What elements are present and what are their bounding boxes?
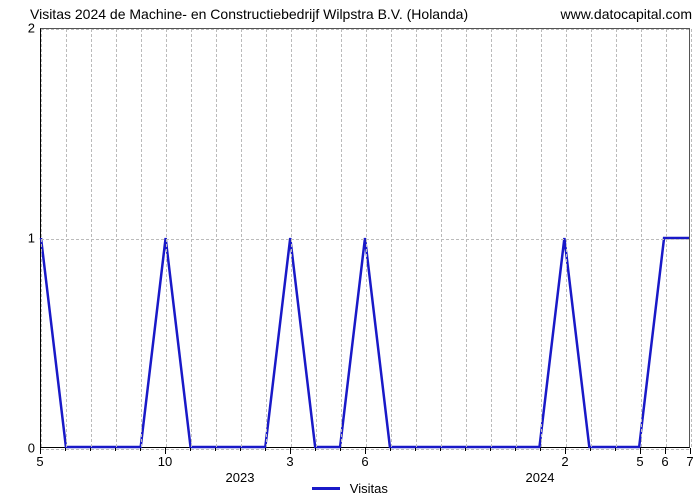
y-tick-label: 2 bbox=[10, 21, 35, 36]
legend-label: Visitas bbox=[350, 481, 388, 496]
y-tick-label: 0 bbox=[10, 441, 35, 456]
x-tick-label: 2 bbox=[561, 454, 568, 469]
y-tick-label: 1 bbox=[10, 231, 35, 246]
chart-container: Visitas 2024 de Machine- en Constructieb… bbox=[0, 0, 700, 500]
x-tick-label: 7 bbox=[686, 454, 693, 469]
x-tick-label: 6 bbox=[661, 454, 668, 469]
legend-swatch bbox=[312, 487, 340, 490]
x-tick-label: 10 bbox=[158, 454, 172, 469]
chart-title-right: www.datocapital.com bbox=[560, 6, 692, 22]
legend: Visitas bbox=[0, 480, 700, 496]
x-tick-label: 5 bbox=[636, 454, 643, 469]
x-tick-label: 6 bbox=[361, 454, 368, 469]
x-tick-label: 3 bbox=[286, 454, 293, 469]
chart-title-left: Visitas 2024 de Machine- en Constructieb… bbox=[30, 6, 468, 22]
x-tick-label: 5 bbox=[36, 454, 43, 469]
plot-area bbox=[40, 28, 690, 448]
